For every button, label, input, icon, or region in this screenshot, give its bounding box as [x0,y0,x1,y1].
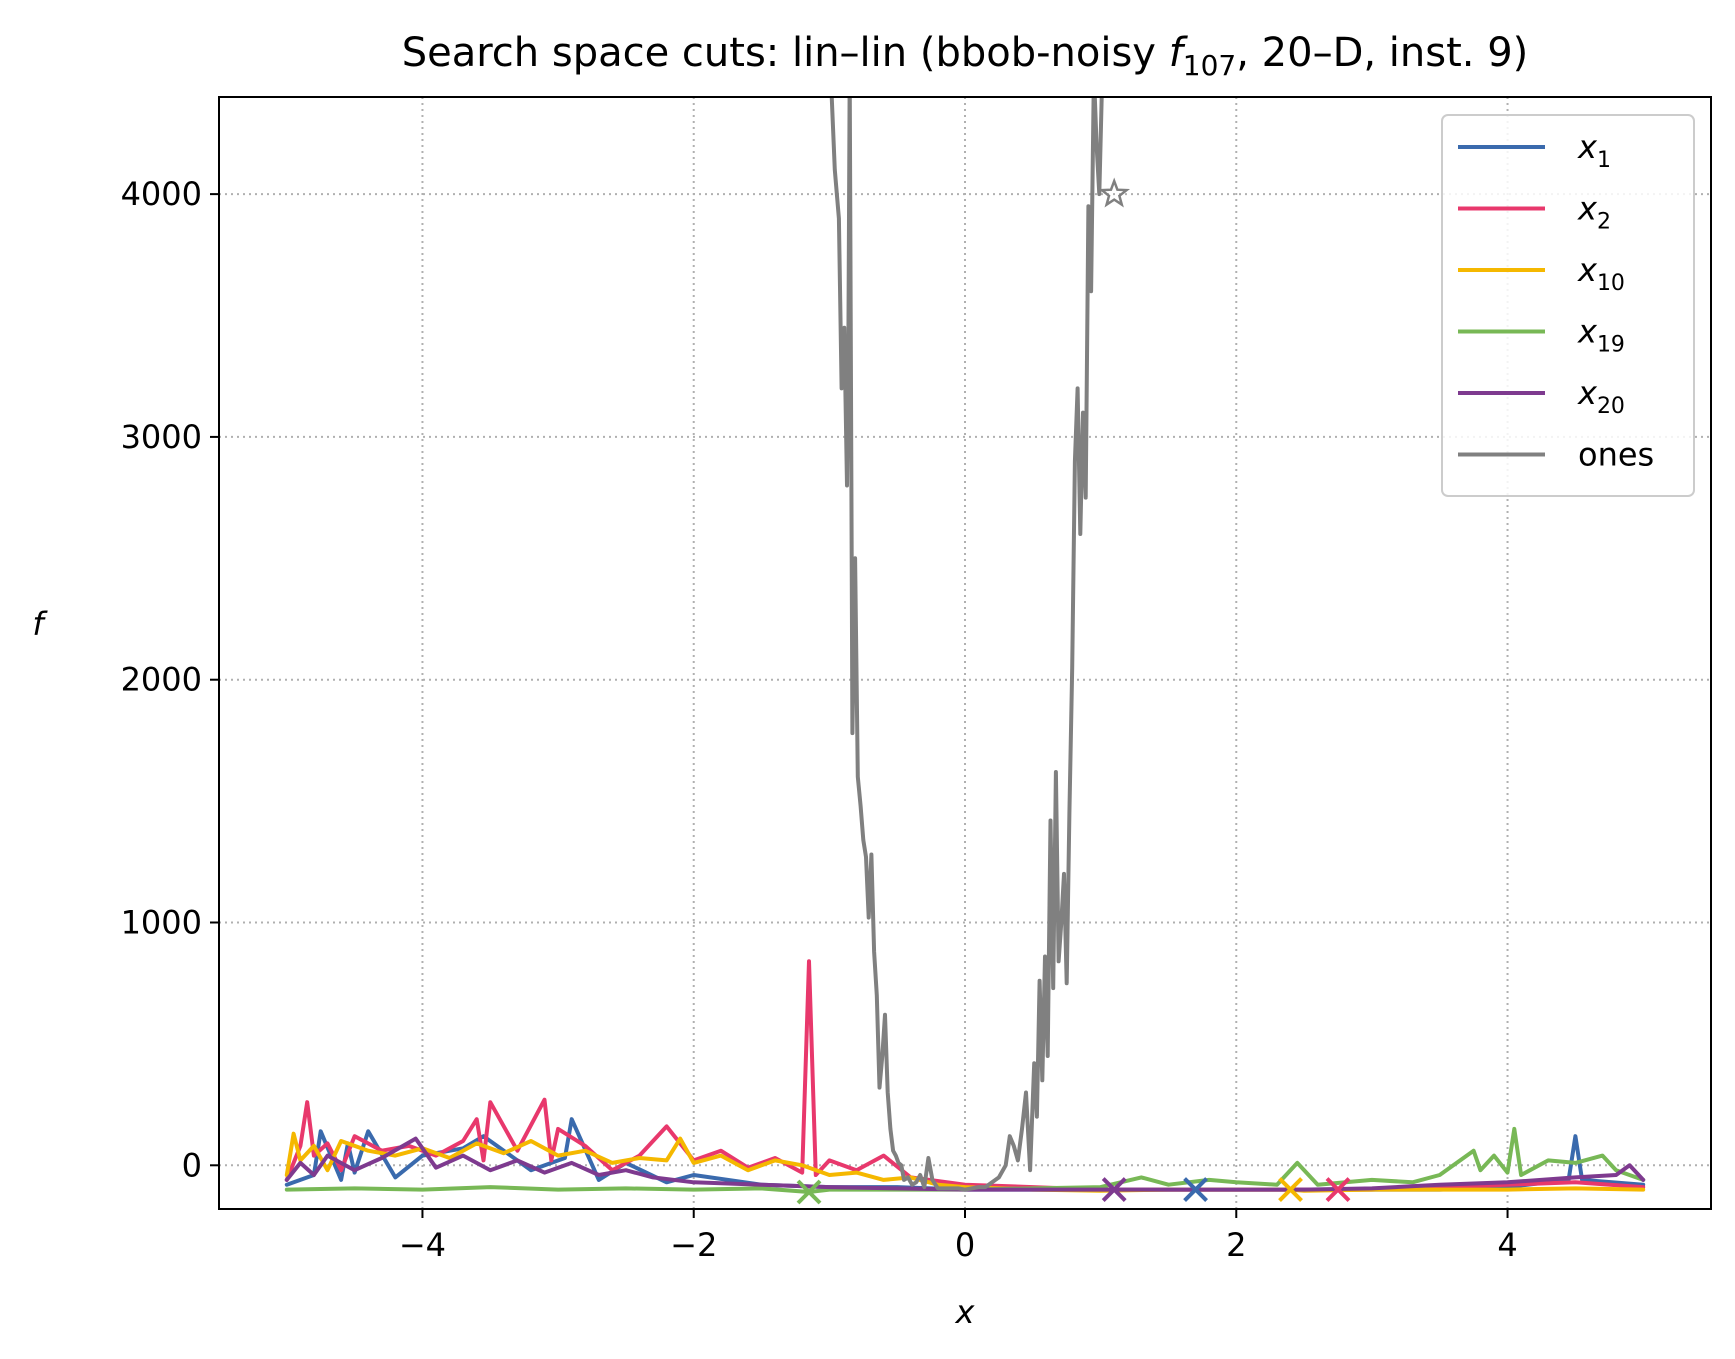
x-tick-label: −2 [670,1226,717,1264]
chart-title-func-sub: 107 [1183,49,1236,82]
legend-label-base: ones [1578,436,1654,474]
series-line-x19 [284,1126,1646,1194]
y-tick-label: 0 [182,1146,202,1184]
min-marker-x19 [796,1179,822,1205]
legend-label-x1: x1 [1577,128,1611,173]
min-marker-x2 [1325,1177,1351,1202]
x-tick-label: 0 [955,1226,975,1264]
legend-label-sub: 1 [1597,148,1611,173]
legend-label-x20: x20 [1577,374,1625,419]
chart-title: Search space cuts: lin–lin (bbob-noisy f… [402,30,1529,82]
chart-title-pre: Search space cuts: lin–lin (bbob-noisy [402,30,1169,76]
min-marker-x10 [1278,1177,1303,1202]
series-line-ones [829,97,1104,1192]
series-line-x20 [284,1136,1646,1192]
legend-label-x10: x10 [1577,251,1625,296]
y-tick-label: 1000 [121,904,202,942]
legend-label-base: x [1577,313,1598,351]
legend-label-base: x [1577,251,1598,289]
axis-ticks: −4 −2 0 2 4 0 1000 2000 3000 4000 [121,175,1518,1264]
chart-title-post: , 20–D, inst. 9) [1236,30,1528,76]
min-markers [796,177,1351,1205]
legend-label-base: x [1577,190,1598,228]
x-tick-label: 2 [1226,1226,1246,1264]
series-layer [284,97,1646,1194]
legend-label-x19: x19 [1577,313,1625,358]
legend-label-sub: 2 [1597,210,1611,235]
legend-label-sub: 20 [1597,394,1625,419]
min-marker-ones [1098,177,1131,208]
min-marker-x1 [1183,1177,1208,1202]
legend-label-ones: ones [1578,436,1654,474]
x-tick-label: 4 [1497,1226,1517,1264]
legend-label-sub: 10 [1597,271,1625,296]
legend-label-x2: x2 [1577,190,1611,235]
min-marker-x20 [1101,1177,1127,1202]
y-tick-label: 3000 [121,418,202,456]
x-axis-label: x [955,1293,976,1331]
legend-box [1441,114,1695,497]
legend-label-base: x [1577,128,1598,166]
legend-label-base: x [1577,374,1598,412]
x-tick-label: −4 [399,1226,446,1264]
y-tick-label: 2000 [121,661,202,699]
legend-label-sub: 19 [1597,333,1625,358]
y-tick-label: 4000 [121,175,202,213]
